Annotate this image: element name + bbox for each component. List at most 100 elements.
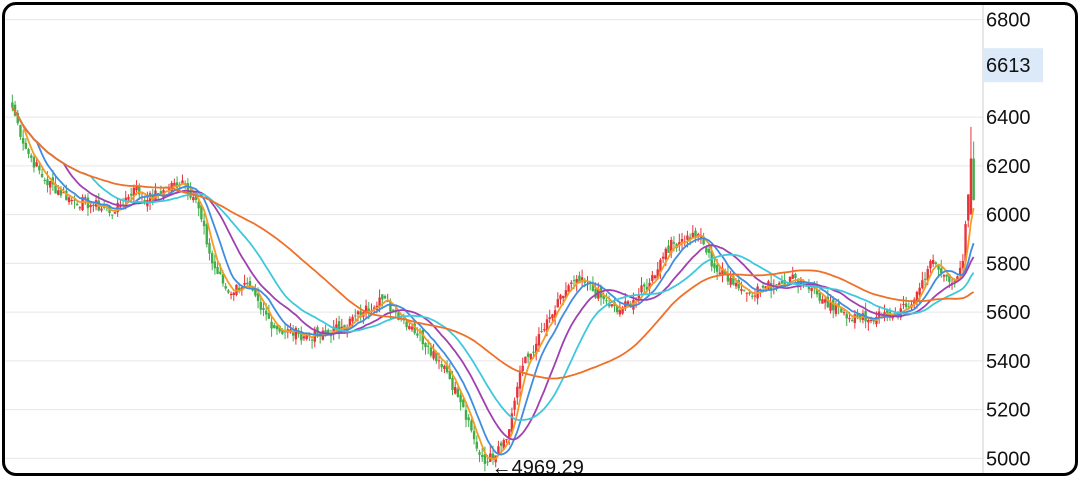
candle-body <box>291 332 295 336</box>
candle-body <box>826 296 830 308</box>
candle-body <box>761 285 765 288</box>
candle-body <box>778 282 781 285</box>
candle-body <box>513 400 516 410</box>
y-tick-label: 6200 <box>986 156 1031 178</box>
candle-body <box>138 186 141 195</box>
candle-body <box>383 296 387 299</box>
candle-body <box>926 268 929 281</box>
candle-body <box>929 260 932 269</box>
candle-body <box>483 453 487 464</box>
candle-body <box>143 199 146 203</box>
candle-body <box>213 261 217 269</box>
candle-body <box>43 180 46 182</box>
candle-body <box>248 281 252 288</box>
candle-body <box>67 197 71 203</box>
candle-body <box>243 282 246 285</box>
moving-average-lines <box>11 106 975 461</box>
candle-body <box>594 288 597 298</box>
candle-body <box>783 279 786 287</box>
candle-body <box>532 351 535 353</box>
grid-lines <box>5 19 983 459</box>
candle-body <box>65 190 68 201</box>
candle-body <box>672 242 676 244</box>
candle-body <box>537 334 541 346</box>
candle-body <box>332 326 335 335</box>
candle-body <box>310 339 314 341</box>
candle-body <box>367 308 370 312</box>
candle-body <box>424 342 427 348</box>
candle-body <box>54 183 57 194</box>
candles <box>11 94 975 472</box>
candle-body <box>888 311 892 318</box>
candle-body <box>470 420 473 431</box>
candle-body <box>964 224 967 262</box>
y-tick-label: 6400 <box>986 107 1031 129</box>
y-axis: 5000 5200 5400 5600 5800 6000 6200 6400 6800 6613 <box>982 5 1043 473</box>
candle-body <box>451 378 454 391</box>
candle-body <box>35 162 38 167</box>
candle-body <box>156 193 160 195</box>
candle-body <box>645 286 649 290</box>
candle-body <box>691 232 695 238</box>
candle-body <box>967 194 970 221</box>
candle-body <box>364 305 368 314</box>
candle-body <box>246 282 249 285</box>
candle-body <box>570 282 573 285</box>
candle-body <box>459 395 462 403</box>
candle-body <box>491 453 495 460</box>
candle-body <box>224 286 227 289</box>
candle-body <box>850 320 854 322</box>
candle-body <box>440 364 443 368</box>
candle-body <box>535 343 538 355</box>
candle-body <box>643 284 646 287</box>
candle-body <box>38 165 41 171</box>
candle-body <box>445 364 449 373</box>
candle-body <box>742 289 746 291</box>
candle-body <box>840 308 843 313</box>
min-price-annotation: ←4969.29 <box>492 457 584 473</box>
candle-body <box>948 274 951 282</box>
candle-body <box>553 310 557 319</box>
candle-body <box>640 285 643 293</box>
candle-body <box>21 138 25 144</box>
candle-body <box>726 273 730 282</box>
candle-body <box>505 439 508 441</box>
y-tick-label: 6800 <box>986 10 1031 32</box>
candle-body <box>418 332 422 334</box>
candle-body <box>348 318 352 327</box>
candle-body <box>543 329 546 331</box>
candle-body <box>529 353 533 360</box>
candle-body <box>734 283 738 287</box>
annotations: ←4969.29 <box>492 457 584 473</box>
candle-body <box>472 431 476 440</box>
candle-body <box>278 326 281 332</box>
candle-body <box>545 319 549 332</box>
candle-body <box>486 461 489 463</box>
y-tick-label: 5000 <box>986 448 1031 470</box>
candle-body <box>942 275 946 277</box>
candle-body <box>853 314 857 324</box>
candle-body <box>210 253 214 264</box>
candle-body <box>686 235 689 240</box>
candlestick-chart: 5000 5200 5400 5600 5800 6000 6200 6400 6800 6613… <box>5 5 1043 473</box>
candle-body <box>953 279 956 283</box>
candle-body <box>391 309 395 311</box>
candle-body <box>462 399 465 408</box>
candle-body <box>259 301 262 310</box>
candle-body <box>618 310 622 315</box>
candle-body <box>413 323 416 334</box>
candle-body <box>27 149 30 155</box>
candle-body <box>670 239 673 254</box>
candle-body <box>267 312 271 319</box>
candle-body <box>626 301 630 305</box>
candle-body <box>937 266 940 270</box>
candle-body <box>410 326 414 330</box>
current-price-highlight <box>983 48 1043 83</box>
candle-body <box>705 246 708 253</box>
candle-body <box>48 180 52 188</box>
y-tick-label: 5600 <box>986 302 1031 324</box>
current-price-label: 6613 <box>986 55 1031 77</box>
candle-body <box>659 259 662 273</box>
candle-body <box>84 197 87 199</box>
candle-body <box>567 285 570 292</box>
